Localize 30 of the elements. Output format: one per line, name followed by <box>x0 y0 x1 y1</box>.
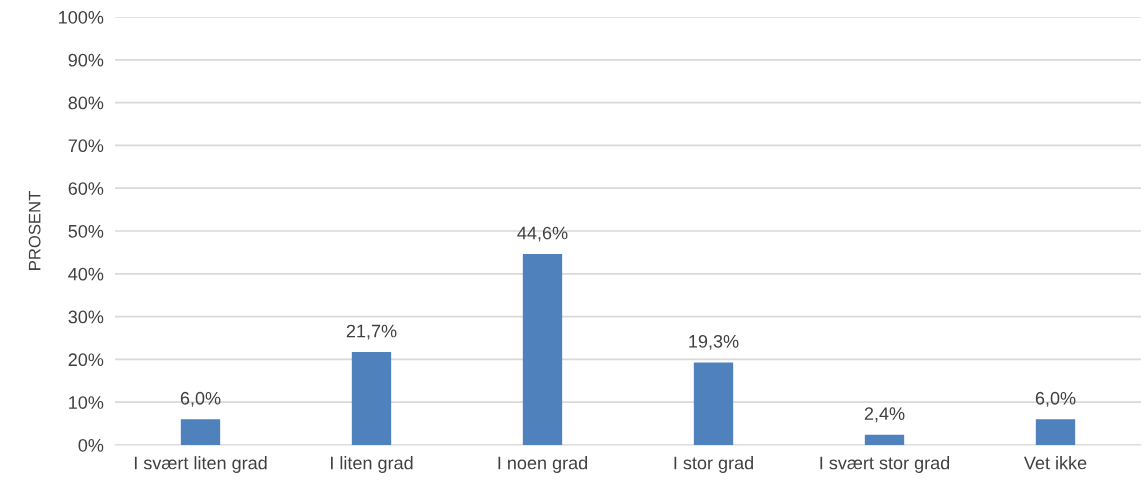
data-label: 19,3% <box>689 334 739 350</box>
data-label: 2,4% <box>864 407 905 423</box>
y-tick-label: 30% <box>68 310 104 324</box>
bar <box>1035 419 1076 445</box>
y-tick-label: 50% <box>68 224 104 238</box>
y-tick-label: 20% <box>68 353 104 367</box>
bar <box>180 419 221 445</box>
x-tick-label: I svært liten grad <box>134 456 267 473</box>
bar <box>864 434 905 445</box>
y-tick-label: 80% <box>68 96 104 110</box>
y-tick-label: 10% <box>69 396 104 409</box>
data-label: 44,6% <box>517 226 568 242</box>
bar <box>522 254 563 445</box>
y-axis-title: PROSENT <box>28 191 41 270</box>
x-tick-label: Vet ikke <box>1023 456 1087 470</box>
bar <box>693 362 734 445</box>
y-tick-label: 90% <box>68 53 104 67</box>
x-tick-label: I noen grad <box>498 456 588 473</box>
data-label: 21,7% <box>346 324 397 340</box>
y-tick-label: 70% <box>68 139 104 153</box>
x-tick-label: I stor grad <box>674 456 753 473</box>
y-tick-label: 60% <box>68 182 104 195</box>
data-label: 6,0% <box>180 391 221 407</box>
x-tick-label: I liten grad <box>331 456 413 473</box>
x-tick-label: I svært stor grad <box>820 456 950 473</box>
y-tick-label: 40% <box>68 267 104 281</box>
data-label: 6,0% <box>1035 391 1076 407</box>
y-tick-label: 0% <box>78 438 104 452</box>
bar <box>351 352 392 445</box>
y-tick-label: 100% <box>59 10 104 24</box>
